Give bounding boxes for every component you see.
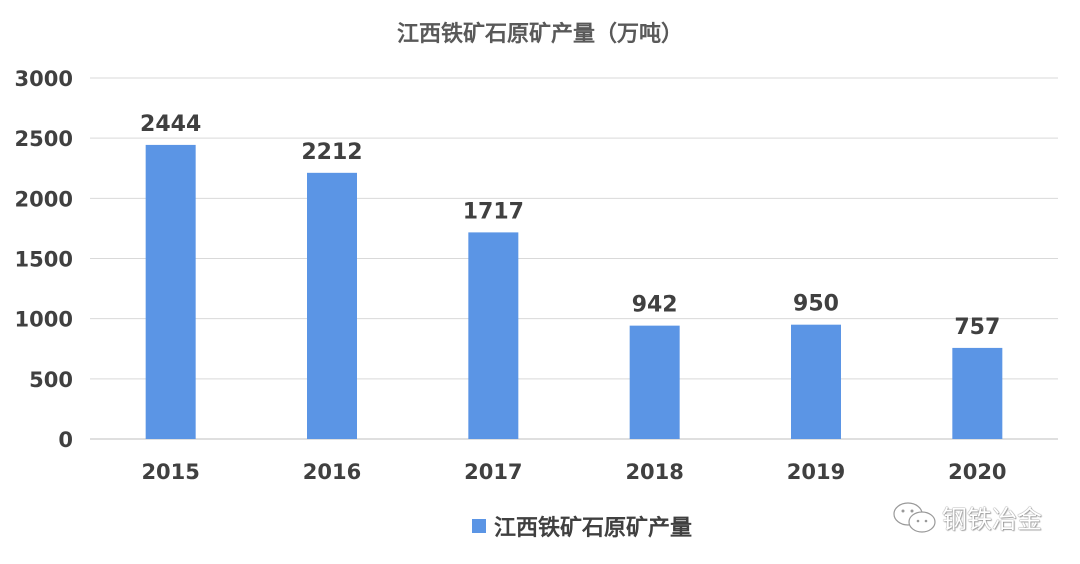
data-label: 2444 (140, 112, 201, 137)
y-tick-label: 1000 (15, 308, 73, 332)
bar (307, 172, 357, 439)
data-label: 942 (632, 293, 678, 318)
legend-swatch (472, 519, 486, 533)
y-tick-label: 3000 (15, 67, 73, 91)
data-label: 2212 (301, 140, 362, 165)
legend: 江西铁矿石原矿产量 (472, 510, 692, 542)
x-tick-label: 2017 (464, 460, 522, 484)
bar (468, 232, 519, 439)
x-tick-label: 2018 (625, 460, 683, 484)
y-tick-label: 1500 (15, 248, 73, 272)
y-tick-label: 2500 (15, 127, 73, 151)
legend-label: 江西铁矿石原矿产量 (494, 516, 693, 541)
bar (145, 144, 196, 439)
x-tick-label: 2016 (303, 460, 361, 484)
x-tick-label: 2020 (948, 460, 1006, 484)
bar (791, 324, 841, 439)
data-label: 757 (954, 315, 1000, 340)
x-tick-label: 2015 (141, 460, 199, 484)
bar (952, 347, 1003, 439)
data-label: 950 (793, 292, 839, 317)
watermark: 钢铁冶金 (892, 500, 1042, 536)
y-tick-label: 0 (58, 428, 73, 452)
y-tick-label: 500 (29, 368, 73, 392)
chart-title: 江西铁矿石原矿产量（万吨） (396, 22, 683, 47)
watermark-text: 钢铁冶金 (942, 505, 1043, 534)
bar (629, 325, 680, 439)
x-tick-label: 2019 (787, 460, 845, 484)
data-label: 1717 (463, 199, 524, 224)
wechat-icon (893, 502, 936, 533)
y-tick-label: 2000 (15, 187, 73, 211)
